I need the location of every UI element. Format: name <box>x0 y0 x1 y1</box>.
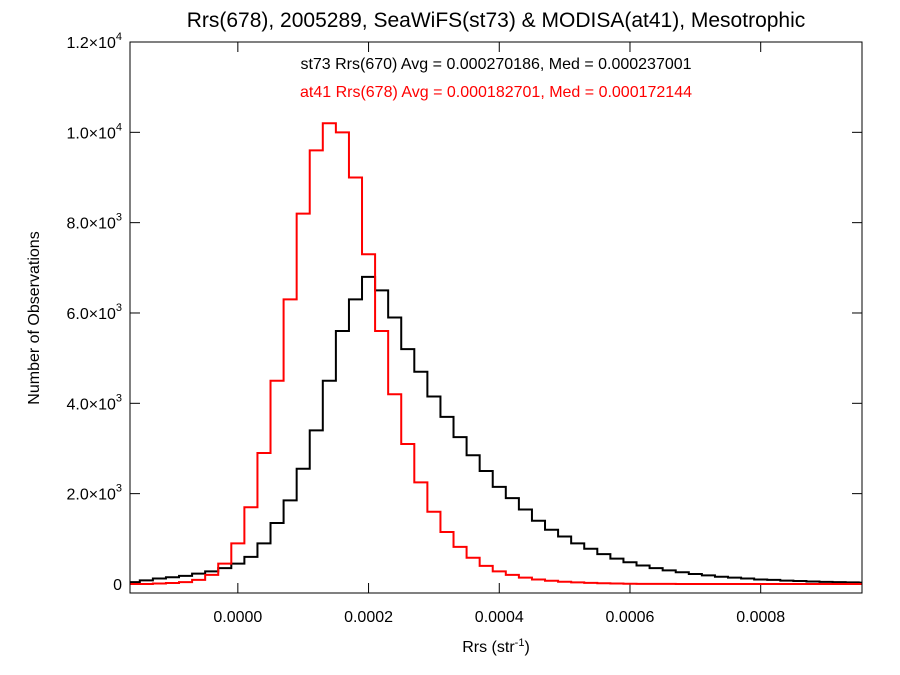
series-at41-line <box>130 122 862 585</box>
x-tick-label: 0.0008 <box>736 609 785 626</box>
y-tick-label: 1.2×104 <box>66 31 122 52</box>
series-st73-stat: st73 Rrs(670) Avg = 0.000270186, Med = 0… <box>300 56 691 73</box>
series-layer <box>130 122 862 585</box>
y-tick-label: 1.0×104 <box>66 121 122 142</box>
series-at41-stat: at41 Rrs(678) Avg = 0.000182701, Med = 0… <box>300 84 692 101</box>
chart-title: Rrs(678), 2005289, SeaWiFS(st73) & MODIS… <box>187 9 806 32</box>
y-tick-label: 8.0×103 <box>66 212 122 233</box>
series-st73-line <box>130 275 862 584</box>
x-tick-label: 0.0006 <box>606 609 655 626</box>
y-tick-label: 6.0×103 <box>66 302 122 323</box>
y-tick-label: 4.0×103 <box>66 392 122 413</box>
x-tick-label: 0.0002 <box>344 609 393 626</box>
x-tick-label: 0.0004 <box>475 609 524 626</box>
x-axis-label: Rrs (str-1) <box>462 637 530 656</box>
y-axis-label: Number of Observations <box>26 231 43 404</box>
plot-frame <box>129 41 863 594</box>
x-tick-labels: 0.0000 0.0002 0.0004 0.0006 0.0008 <box>213 609 785 626</box>
x-tick-label: 0.0000 <box>213 609 262 626</box>
y-tick-labels: 0 2.0×103 4.0×103 6.0×103 8.0×103 1.0×104 1.2×… <box>66 31 122 594</box>
y-tick-label: 2.0×103 <box>66 483 122 504</box>
y-tick-label: 0 <box>113 577 122 594</box>
